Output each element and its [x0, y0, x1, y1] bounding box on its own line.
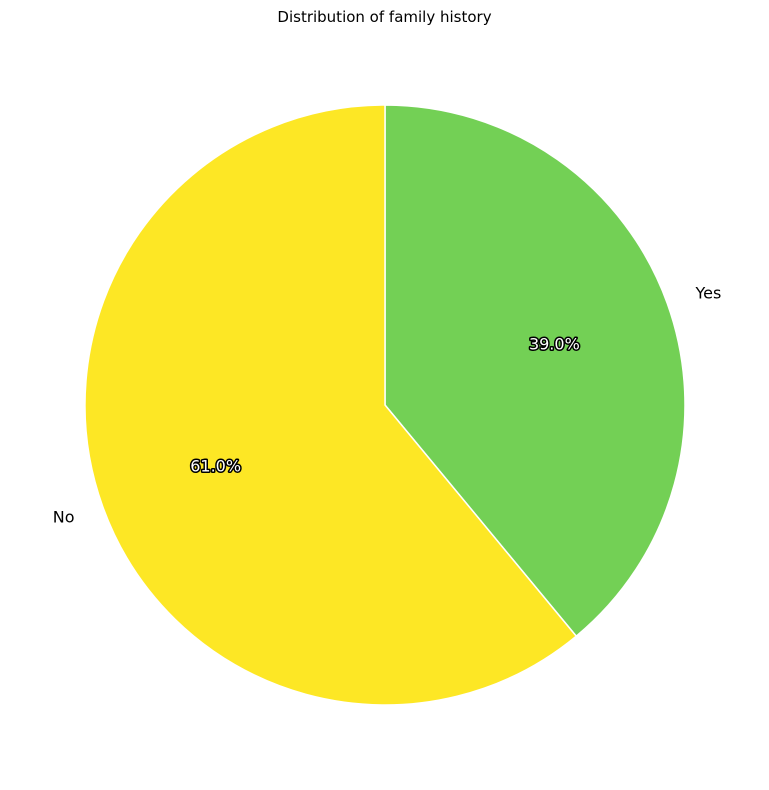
pie-slices	[84, 104, 686, 706]
pie-label-yes: Yes	[694, 284, 721, 303]
pie-label-no: No	[53, 507, 75, 526]
chart-title: Distribution of family history	[277, 8, 491, 26]
pie-labels: Yes 39.0% No 61.0%	[53, 284, 722, 527]
pie-slice-yes	[384, 104, 686, 637]
pie-percent-no: 61.0%	[190, 456, 241, 475]
pie-percent-yes: 39.0%	[529, 335, 580, 354]
pie-slice-no	[84, 104, 577, 706]
